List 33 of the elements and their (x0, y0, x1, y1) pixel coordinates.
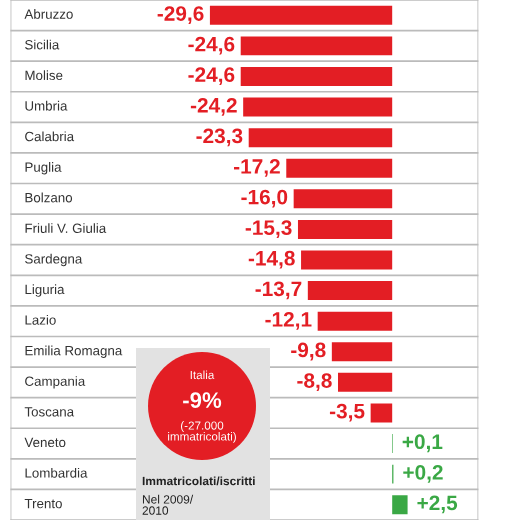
bar (293, 189, 393, 209)
data-label: -23,3 (196, 128, 243, 147)
data-label: +0,2 (403, 464, 443, 483)
data-label: +0,1 (402, 434, 443, 453)
bar (286, 158, 393, 178)
data-label: -24,2 (190, 97, 237, 116)
data-label: -24,6 (188, 67, 235, 86)
data-label: -8,8 (297, 373, 332, 391)
data-label: +2,5 (417, 495, 458, 514)
data-label: -15,3 (245, 220, 292, 239)
bar (392, 495, 408, 515)
bar (301, 250, 393, 270)
data-label: -17,2 (233, 159, 280, 177)
bar (209, 5, 393, 25)
bar (248, 128, 393, 148)
bar (297, 219, 393, 239)
bar (331, 342, 393, 362)
annotation: -9% (183, 392, 222, 408)
bar (317, 311, 393, 331)
data-label: -3,5 (329, 403, 365, 422)
bar (240, 36, 393, 56)
bar (338, 372, 393, 392)
bar (370, 403, 393, 423)
bar (307, 281, 393, 301)
bar (243, 97, 393, 117)
data-label: -14,8 (248, 250, 295, 269)
data-label: -13,7 (255, 281, 302, 300)
bar (240, 66, 393, 86)
data-label: -29,6 (157, 6, 204, 24)
data-label: -9,8 (291, 342, 326, 361)
data-label: -12,1 (265, 312, 312, 330)
data-label: -16,0 (241, 189, 288, 208)
data-label: -24,6 (188, 36, 235, 55)
